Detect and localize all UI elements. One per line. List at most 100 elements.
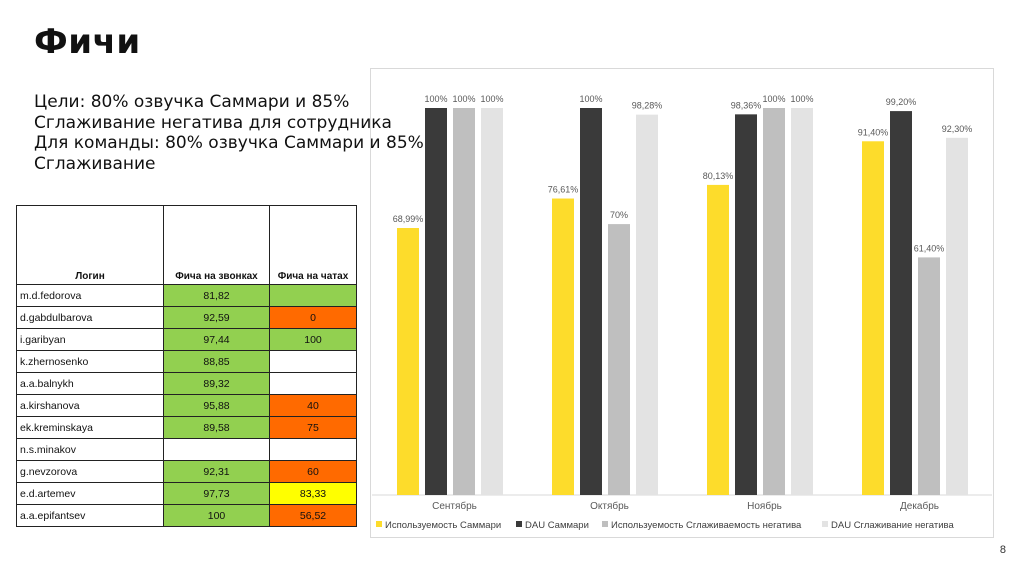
- table-row: g.nevzorova 92,31 60: [16, 460, 357, 483]
- bar-4-3: [791, 108, 813, 495]
- legend-swatch: [516, 521, 522, 527]
- data-label: 91,40%: [858, 127, 889, 137]
- table-row: e.d.artemev 97,73 83,33: [16, 482, 357, 505]
- cell-login: d.gabdulbarova: [16, 306, 164, 329]
- table-row: d.gabdulbarova 92,59 0: [16, 306, 357, 329]
- bar-2-3: [735, 114, 757, 495]
- legend-label: DAU Сглаживание негатива: [831, 520, 954, 531]
- goals-line: Сглаживание негатива для сотрудника: [34, 112, 392, 133]
- header-login: Логин: [16, 205, 164, 285]
- bar-2-2: [580, 108, 602, 495]
- cell-chats: 0: [269, 306, 357, 329]
- bar-1-4: [862, 141, 884, 496]
- cell-login: m.d.fedorova: [16, 284, 164, 307]
- legend-swatch: [822, 521, 828, 527]
- x-tick-label: Ноябрь: [747, 500, 782, 512]
- x-tick-label: Сентябрь: [432, 500, 477, 512]
- bar-4-4: [946, 137, 968, 495]
- features-table: Логин Фича на звонках Фича на чатах m.d.…: [16, 205, 357, 527]
- bar-2-1: [425, 108, 447, 495]
- cell-login: e.d.artemev: [16, 482, 164, 505]
- data-label: 98,36%: [731, 100, 762, 110]
- header-chats: Фича на чатах: [269, 205, 357, 285]
- data-label: 98,28%: [632, 101, 663, 111]
- table-header-row: Логин Фича на звонках Фича на чатах: [16, 205, 357, 285]
- cell-chats: 40: [269, 394, 357, 417]
- bar-3-2: [608, 224, 630, 495]
- cell-calls: 92,59: [163, 306, 270, 329]
- table-row: a.a.epifantsev 100 56,52: [16, 504, 357, 527]
- data-label: 99,20%: [886, 97, 917, 107]
- cell-login: a.a.balnykh: [16, 372, 164, 395]
- cell-chats: [269, 438, 357, 461]
- slide-title: Фичи: [34, 22, 141, 62]
- table-row: a.a.balnykh 89,32: [16, 372, 357, 395]
- x-tick-label: Декабрь: [900, 500, 939, 512]
- table-row: a.kirshanova 95,88 40: [16, 394, 357, 417]
- cell-calls: 81,82: [163, 284, 270, 307]
- data-label: 61,40%: [914, 243, 945, 253]
- cell-calls: [163, 438, 270, 461]
- goals-line: Цели: 80% озвучка Саммари и 85%: [34, 92, 350, 112]
- cell-calls: 97,73: [163, 482, 270, 505]
- cell-chats: 75: [269, 416, 357, 439]
- data-label: 100%: [762, 94, 785, 104]
- cell-calls: 88,85: [163, 350, 270, 373]
- goals-line: Для команды: 80% озвучка Саммари и 85%: [34, 133, 424, 153]
- cell-chats: [269, 372, 357, 395]
- bar-4-1: [481, 108, 503, 495]
- legend-swatch: [376, 521, 382, 527]
- cell-calls: 92,31: [163, 460, 270, 483]
- bar-3-3: [763, 108, 785, 495]
- cell-login: g.nevzorova: [16, 460, 164, 483]
- cell-calls: 95,88: [163, 394, 270, 417]
- data-label: 100%: [579, 94, 602, 104]
- cell-calls: 89,32: [163, 372, 270, 395]
- legend-swatch: [602, 521, 608, 527]
- cell-chats: 60: [269, 460, 357, 483]
- table-row: m.d.fedorova 81,82: [16, 284, 357, 307]
- data-label: 70%: [610, 210, 628, 220]
- bar-1-2: [552, 198, 574, 496]
- header-calls: Фича на звонках: [163, 205, 270, 285]
- cell-login: a.kirshanova: [16, 394, 164, 417]
- data-label: 100%: [424, 94, 447, 104]
- legend-label: DAU Саммари: [525, 520, 589, 531]
- goals-line: Сглаживание: [34, 153, 156, 174]
- data-label: 76,61%: [548, 185, 579, 195]
- cell-chats: 56,52: [269, 504, 357, 527]
- goals-text: Цели: 80% озвучка Саммари и 85% Сглажива…: [34, 92, 424, 174]
- bar-3-4: [918, 257, 940, 495]
- data-label: 100%: [452, 94, 475, 104]
- bar-1-3: [707, 184, 729, 495]
- data-label: 92,30%: [942, 124, 973, 134]
- table-row: k.zhernosenko 88,85: [16, 350, 357, 373]
- cell-login: a.a.epifantsev: [16, 504, 164, 527]
- cell-calls: 100: [163, 504, 270, 527]
- bar-3-1: [453, 108, 475, 495]
- bar-chart: 68,99% 100% 100% 100% Сентябрь 76,61% 100% 70% 9…: [372, 94, 992, 531]
- cell-login: n.s.minakov: [16, 438, 164, 461]
- cell-login: ek.kreminskaya: [16, 416, 164, 439]
- cell-chats: [269, 284, 357, 307]
- table-row: i.garibyan 97,44 100: [16, 328, 357, 351]
- cell-login: k.zhernosenko: [16, 350, 164, 373]
- bar-1-1: [397, 228, 419, 495]
- legend-label: Используемость Саммари: [385, 520, 501, 531]
- data-label: 100%: [480, 94, 503, 104]
- page-number: 8: [999, 544, 1006, 556]
- bar-4-2: [636, 114, 658, 495]
- table-row: ek.kreminskaya 89,58 75: [16, 416, 357, 439]
- data-label: 68,99%: [393, 214, 424, 224]
- bar-2-4: [890, 111, 912, 495]
- legend-label: Используемость Сглаживаемость негатива: [611, 520, 802, 531]
- cell-chats: 83,33: [269, 482, 357, 505]
- cell-chats: 100: [269, 328, 357, 351]
- table-row: n.s.minakov: [16, 438, 357, 461]
- data-label: 80,13%: [703, 171, 734, 181]
- cell-calls: 97,44: [163, 328, 270, 351]
- cell-login: i.garibyan: [16, 328, 164, 351]
- cell-chats: [269, 350, 357, 373]
- data-label: 100%: [790, 94, 813, 104]
- cell-calls: 89,58: [163, 416, 270, 439]
